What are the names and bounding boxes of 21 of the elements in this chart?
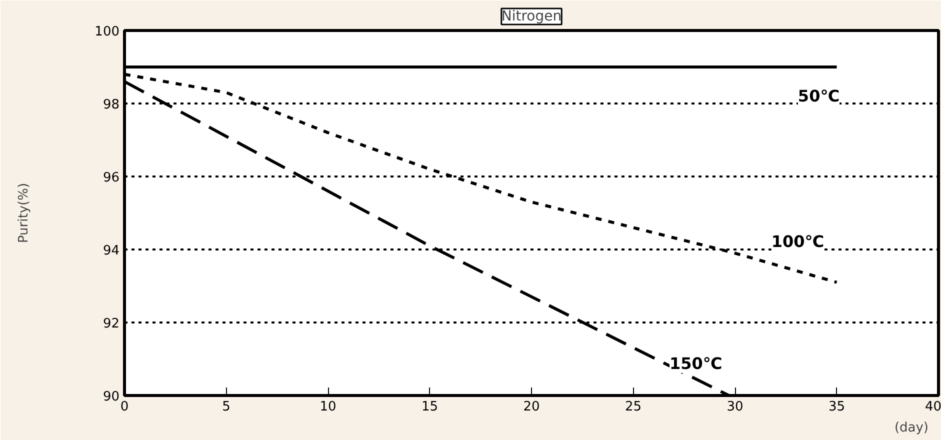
y-tick-label: 94 — [102, 244, 120, 258]
x-tick-label: 10 — [320, 400, 336, 414]
x-tick-label: 5 — [222, 400, 230, 414]
series-label: 100℃ — [771, 232, 824, 251]
y-tick-label: 98 — [102, 98, 120, 112]
series-label: 50℃ — [798, 86, 840, 106]
x-tick-label: 20 — [523, 400, 540, 414]
series-label: 150℃ — [670, 354, 722, 373]
x-tick-label: 35 — [828, 400, 846, 414]
y-tick-label: 96 — [102, 170, 120, 186]
y-tick-label: 90 — [102, 390, 120, 404]
x-tick-label: 15 — [421, 400, 438, 414]
y-tick-label: 92 — [102, 316, 120, 332]
x-tick-label: 0 — [120, 400, 129, 414]
chart-title: Nitrogen — [501, 8, 562, 24]
x-tick-label: 30 — [726, 400, 744, 414]
y-tick-label: 100 — [94, 24, 120, 40]
y-axis-title: Purity(%) — [16, 182, 32, 244]
x-tick-label: 40 — [924, 400, 941, 414]
x-axis-title: (day) — [894, 420, 929, 436]
x-tick-label: 25 — [624, 400, 642, 414]
